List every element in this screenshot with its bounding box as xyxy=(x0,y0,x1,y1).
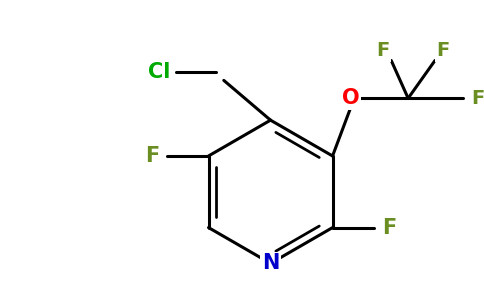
Text: Cl: Cl xyxy=(148,62,170,82)
Text: F: F xyxy=(437,41,450,60)
Text: O: O xyxy=(342,88,359,108)
Text: F: F xyxy=(471,89,484,108)
Text: F: F xyxy=(377,41,390,60)
Text: N: N xyxy=(262,254,279,273)
Text: F: F xyxy=(382,218,396,238)
Text: F: F xyxy=(145,146,159,166)
